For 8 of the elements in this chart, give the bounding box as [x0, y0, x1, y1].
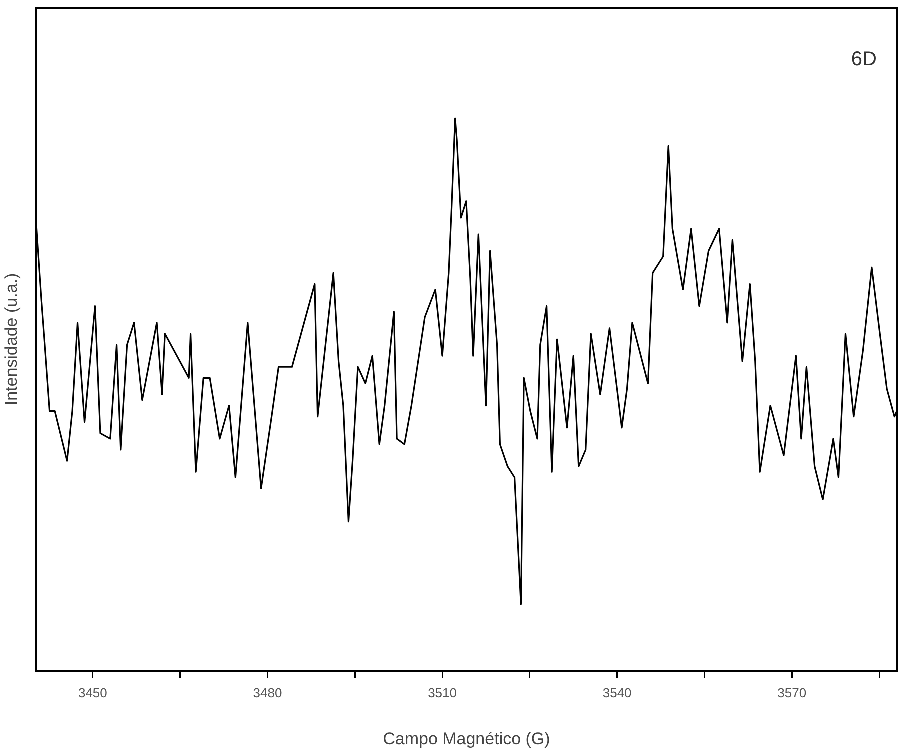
x-axis-title: Campo Magnético (G) — [383, 729, 550, 748]
x-tick-label: 3450 — [78, 685, 108, 700]
x-tick-label: 3480 — [253, 685, 282, 700]
x-tick-label: 3540 — [602, 685, 632, 700]
x-tick-label: 3570 — [778, 685, 807, 700]
x-tick-label: 3510 — [428, 685, 457, 700]
y-axis-title: Intensidade (u.a.) — [2, 273, 21, 406]
text: 6D — [851, 48, 877, 71]
